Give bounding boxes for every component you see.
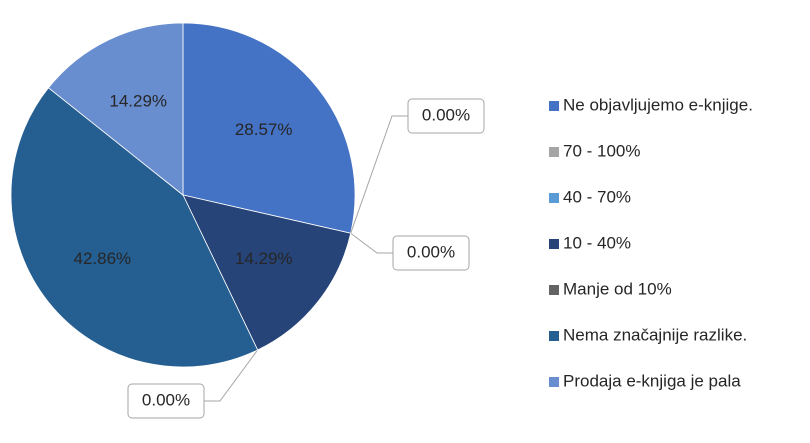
legend-swatch	[549, 147, 559, 157]
leader-line	[204, 349, 259, 402]
pie-slice	[47, 22, 184, 196]
legend-swatch	[549, 331, 559, 341]
legend-swatch	[549, 101, 559, 111]
pie-slice	[182, 194, 352, 351]
data-label: 14.29%	[235, 249, 293, 268]
data-label: 42.86%	[73, 249, 131, 268]
legend-label: 70 - 100%	[563, 141, 641, 160]
pie-slice	[182, 22, 356, 234]
legend-label: 10 - 40%	[563, 233, 631, 252]
legend-swatch	[549, 377, 559, 387]
pie-slice	[10, 87, 259, 368]
legend-label: Manje od 10%	[563, 279, 672, 298]
data-label: 14.29%	[109, 92, 167, 111]
data-label: 0.00%	[142, 390, 190, 409]
label-box	[407, 98, 485, 134]
data-label: 0.00%	[422, 105, 470, 124]
legend-label: Nema značajnije razlike.	[563, 325, 747, 344]
legend-label: Prodaja e-knjiga je pala	[563, 371, 741, 390]
data-label: 28.57%	[235, 120, 293, 139]
legend-swatch	[549, 239, 559, 249]
legend-label: Ne objavljujemo e-knjige.	[563, 95, 753, 114]
legend-label: 40 - 70%	[563, 187, 631, 206]
data-label: 0.00%	[407, 242, 455, 261]
legend-swatch	[549, 285, 559, 295]
legend-swatch	[549, 193, 559, 203]
leader-line	[350, 115, 408, 234]
label-box	[392, 235, 470, 271]
leader-line	[350, 232, 393, 254]
label-box	[127, 383, 205, 419]
